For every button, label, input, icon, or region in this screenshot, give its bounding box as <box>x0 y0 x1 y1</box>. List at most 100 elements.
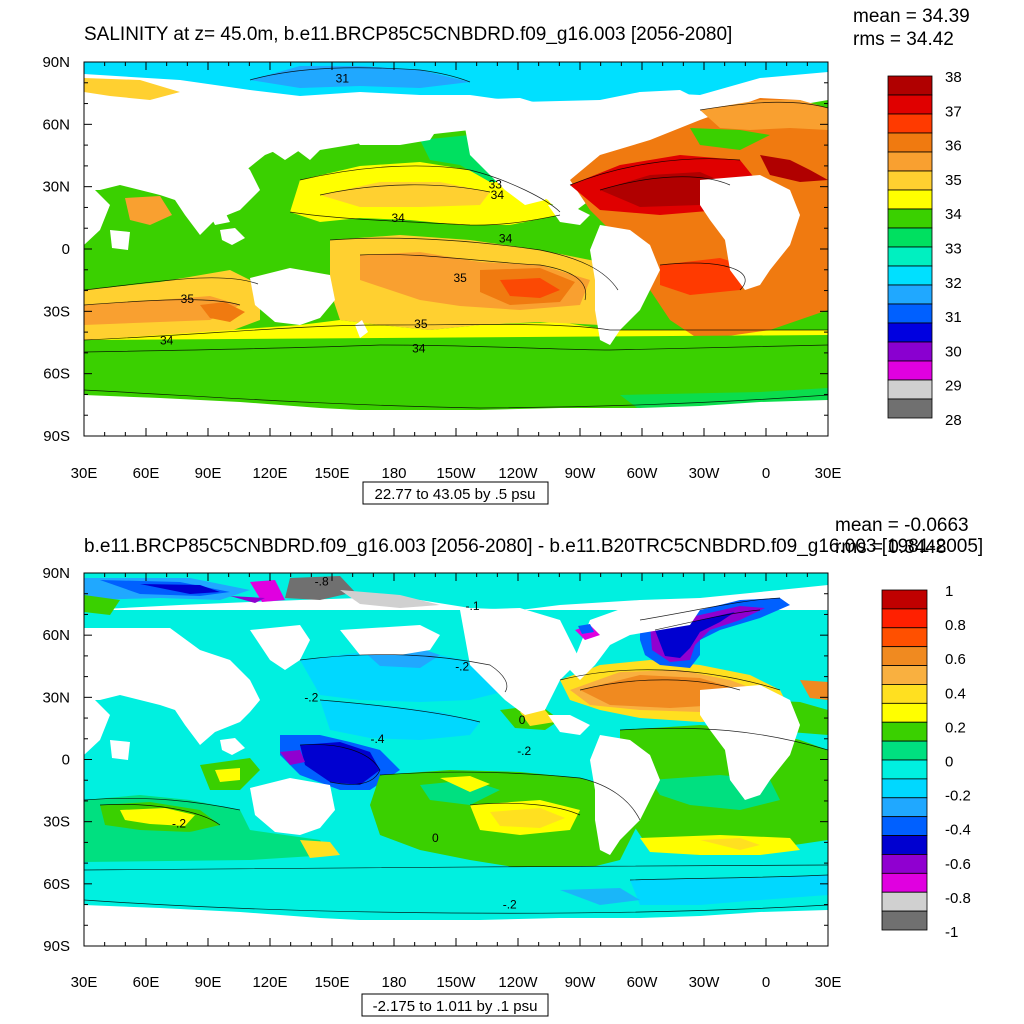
x-tick-label: 30E <box>71 974 98 991</box>
colorbar-label: 0.4 <box>945 685 966 702</box>
contour-interval-label: 22.77 to 43.05 by .5 psu <box>375 486 536 503</box>
colorbar-swatch <box>887 379 933 400</box>
x-tick-label: 120W <box>498 465 538 482</box>
contour-label: -.2 <box>172 817 186 831</box>
contour-label: 31 <box>336 72 350 86</box>
colorbar-swatch <box>881 778 928 799</box>
colorbar-label: -0.8 <box>945 890 971 907</box>
colorbar-swatch <box>887 322 933 343</box>
x-tick-label: 90W <box>565 974 597 991</box>
colorbar-label: 1 <box>945 583 953 600</box>
colorbar-swatch <box>887 189 933 210</box>
colorbar-swatch <box>881 835 928 855</box>
y-tick-label: 90N <box>42 565 70 582</box>
contour-label: 0 <box>432 831 439 845</box>
x-tick-label: 60E <box>133 974 160 991</box>
colorbar-swatch <box>887 151 933 172</box>
colorbar-swatch <box>881 684 928 704</box>
contour-label: 34 <box>412 342 426 356</box>
rms-stat: rms = 0.3448 <box>835 537 946 558</box>
colorbar-swatch <box>887 227 933 248</box>
colorbar-swatch <box>887 341 933 362</box>
y-tick-label: 30N <box>42 689 70 706</box>
x-tick-labels: 30E 60E 90E 120E 150E 180 150W 120W 90W 60W 30W 0 30… <box>71 974 842 991</box>
contour-label: -.8 <box>315 574 329 588</box>
colorbar-swatch <box>887 132 933 153</box>
x-tick-label: 30E <box>815 974 842 991</box>
colorbar-swatch <box>887 360 933 381</box>
x-tick-label: 120E <box>252 465 287 482</box>
colorbar-swatch <box>887 94 933 115</box>
y-tick-label: 60S <box>43 876 70 893</box>
colorbar-swatch <box>887 284 933 305</box>
x-tick-label: 30E <box>71 465 98 482</box>
colorbar-swatch <box>881 721 928 742</box>
x-tick-label: 60E <box>133 465 160 482</box>
y-tick-label: 0 <box>62 752 70 769</box>
contour-label: 0 <box>519 713 526 727</box>
colorbar-label: 0.2 <box>945 719 966 736</box>
colorbar-swatch <box>881 627 928 648</box>
contour-label: -.2 <box>503 898 517 912</box>
axis-ticks <box>83 572 829 947</box>
colorbar-swatch <box>881 608 928 629</box>
contour-label: -.2 <box>304 690 318 704</box>
panel-title: SALINITY at z= 45.0m, b.e11.BRCP85C5CNBD… <box>84 24 732 45</box>
x-tick-label: 0 <box>762 974 770 991</box>
colorbar-label: 30 <box>945 343 962 360</box>
colorbar-label: 0 <box>945 754 953 771</box>
colorbar-label: 37 <box>945 103 962 120</box>
y-tick-label: 60N <box>42 627 70 644</box>
colorbar-label: 36 <box>945 138 962 155</box>
colorbar-swatch <box>881 910 928 931</box>
x-tick-label: 90E <box>195 974 222 991</box>
panel-salinity-difference: b.e11.BRCP85C5CNBDRD.f09_g16.003 [2056-2… <box>42 515 983 1017</box>
colorbar-swatch <box>881 872 928 893</box>
y-tick-label: 0 <box>62 241 70 258</box>
colorbar-label: -0.4 <box>945 822 971 839</box>
colorbar-swatch <box>887 246 933 267</box>
colorbar-swatch <box>881 797 928 818</box>
colorbar-swatch <box>881 665 928 685</box>
colorbar-label: 38 <box>945 69 962 86</box>
x-tick-label: 90E <box>195 465 222 482</box>
y-tick-labels: 90N 60N 30N 0 30S 60S 90S <box>42 565 70 955</box>
panel-title: b.e11.BRCP85C5CNBDRD.f09_g16.003 [2056-2… <box>84 536 983 557</box>
x-tick-label: 30E <box>815 465 842 482</box>
contour-label: -.2 <box>455 659 469 673</box>
map-field: -.8 -.1 -.2 -.2 0 -.4 -.2 -.2 0 -.2 <box>84 573 828 946</box>
x-tick-label: 180 <box>381 465 406 482</box>
colorbar-swatch <box>887 170 933 191</box>
colorbar-label: 35 <box>945 172 962 189</box>
colorbar-label: -0.6 <box>945 856 971 873</box>
contour-labels: -.8 -.1 -.2 -.2 0 -.4 -.2 -.2 0 -.2 <box>172 574 531 911</box>
contour-label: 35 <box>414 317 428 331</box>
x-tick-label: 90W <box>565 465 597 482</box>
x-tick-label: 0 <box>762 465 770 482</box>
colorbar-label: 29 <box>945 378 962 395</box>
x-tick-label: 120E <box>252 974 287 991</box>
x-tick-label: 150W <box>436 974 476 991</box>
y-tick-label: 30S <box>43 303 70 320</box>
colorbar-label: 28 <box>945 412 962 429</box>
colorbar-swatch <box>881 740 928 761</box>
contour-label: -.1 <box>466 599 480 613</box>
panel-salinity: SALINITY at z= 45.0m, b.e11.BRCP85C5CNBD… <box>42 6 970 505</box>
colorbar-swatch <box>887 113 933 134</box>
colorbar-label: 32 <box>945 275 962 292</box>
colorbar-label: 0.8 <box>945 617 966 634</box>
rms-stat: rms = 34.42 <box>853 29 954 50</box>
contour-label: 34 <box>160 333 174 347</box>
colorbar-label: -0.2 <box>945 788 971 805</box>
y-tick-label: 90S <box>43 428 70 445</box>
colorbar-swatch <box>881 589 928 610</box>
colorbar-swatch <box>887 75 933 96</box>
contour-label: 34 <box>391 211 405 225</box>
colorbar-swatch <box>887 398 933 419</box>
x-tick-label: 30W <box>689 465 721 482</box>
contour-label: 35 <box>453 271 467 285</box>
x-tick-label: 30W <box>689 974 721 991</box>
x-tick-label: 180 <box>381 974 406 991</box>
